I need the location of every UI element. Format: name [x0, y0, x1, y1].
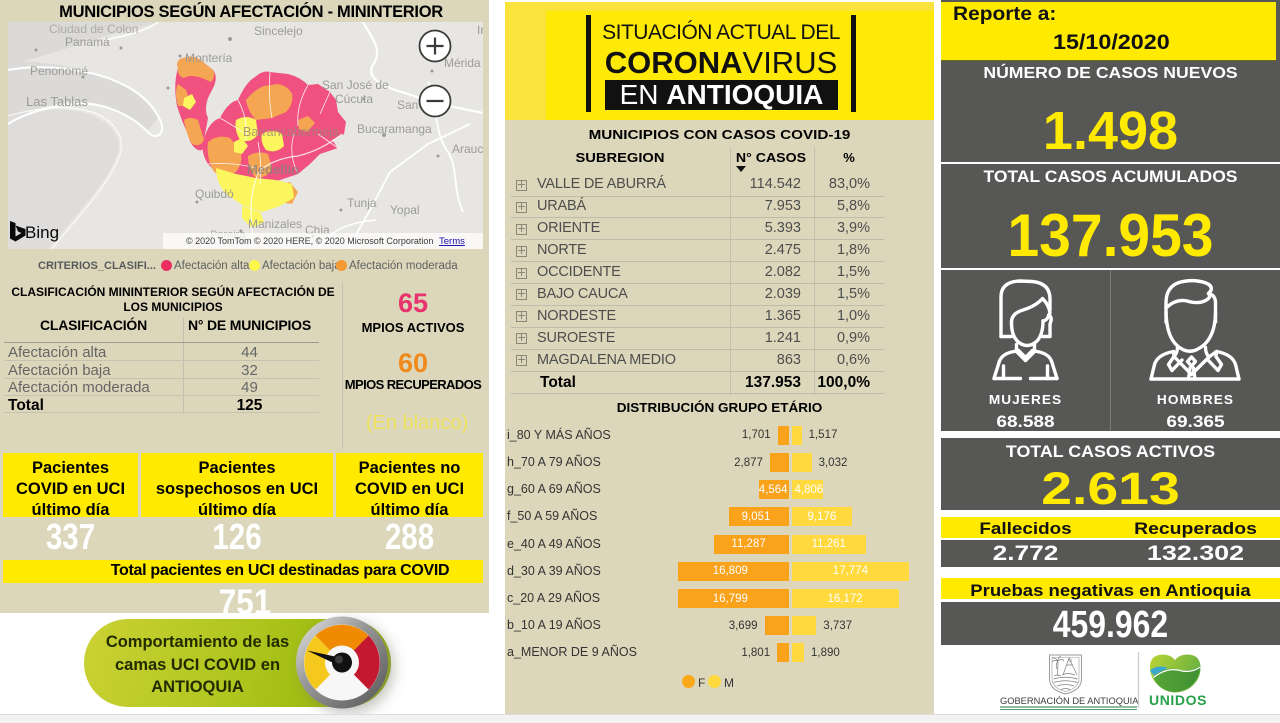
svg-text:Bing: Bing	[25, 223, 59, 242]
svg-text:Montería: Montería	[185, 51, 233, 65]
svg-text:Mérida: Mérida	[444, 56, 481, 70]
svg-text:Arauca: Arauca	[452, 142, 483, 156]
svg-text:© 2020 TomTom © 2020 HERE, © 2: © 2020 TomTom © 2020 HERE, © 2020 Micros…	[186, 236, 433, 246]
svg-text:GOBERNACIÓN DE ANTIOQUIA: GOBERNACIÓN DE ANTIOQUIA	[1000, 696, 1139, 706]
svg-text:Terms: Terms	[439, 236, 465, 247]
svg-text:Panamá: Panamá	[65, 35, 110, 49]
svg-text:Ciudad de Colon: Ciudad de Colon	[49, 22, 138, 36]
svg-text:Cúcuta: Cúcuta	[335, 92, 373, 106]
svg-text:Medellín: Medellín	[247, 162, 299, 177]
svg-text:Quibdó: Quibdó	[195, 187, 234, 201]
svg-text:Ir: Ir	[477, 23, 483, 37]
svg-text:UNIDOS: UNIDOS	[1149, 692, 1207, 708]
svg-text:Penonomé: Penonomé	[30, 64, 88, 78]
svg-text:Barrancabermeja: Barrancabermeja	[243, 125, 339, 139]
svg-text:Sincelejo: Sincelejo	[254, 24, 303, 38]
svg-text:Tunja: Tunja	[347, 196, 377, 210]
svg-text:Bucaramanga: Bucaramanga	[357, 122, 432, 136]
svg-text:Las Tablas: Las Tablas	[26, 94, 88, 109]
svg-text:San José de: San José de	[322, 78, 389, 92]
svg-text:Manizales: Manizales	[248, 217, 302, 231]
svg-text:Yopal: Yopal	[390, 203, 420, 217]
